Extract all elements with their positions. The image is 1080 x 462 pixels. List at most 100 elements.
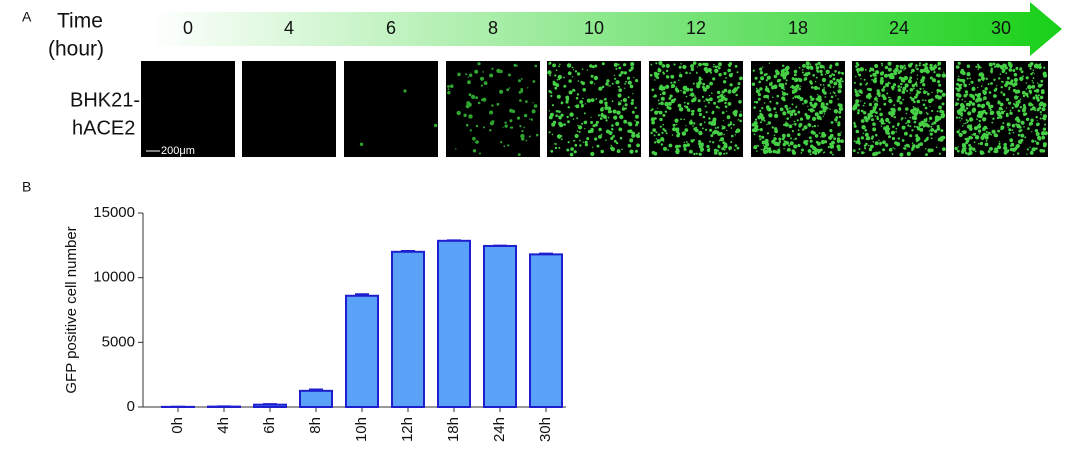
fluorescent-cell xyxy=(655,62,658,65)
fluorescent-cell xyxy=(897,95,902,100)
fluorescent-cell xyxy=(857,142,861,145)
fluorescent-cell xyxy=(1031,80,1034,82)
fluorescent-cell xyxy=(599,99,604,104)
fluorescent-cell xyxy=(469,73,473,77)
fluorescent-cell xyxy=(611,124,614,127)
fluorescent-cell xyxy=(676,133,680,138)
x-tick-label: 0h xyxy=(169,417,186,434)
fluorescent-cell xyxy=(574,143,578,147)
fluorescent-cell xyxy=(963,79,966,82)
fluorescent-cell xyxy=(583,120,588,125)
fluorescent-cell xyxy=(860,91,863,94)
bar xyxy=(483,244,517,408)
fluorescent-cell xyxy=(998,115,1003,119)
fluorescent-cell xyxy=(916,99,921,104)
fluorescent-cell xyxy=(930,127,935,132)
fluorescent-cell xyxy=(698,78,702,81)
fluorescent-cell xyxy=(989,111,994,116)
fluorescent-cell xyxy=(913,112,918,117)
fluorescent-cell xyxy=(990,67,994,71)
fluorescent-cell xyxy=(853,140,856,143)
fluorescent-cell xyxy=(823,133,827,137)
fluorescent-cell xyxy=(1031,131,1033,133)
fluorescent-cell xyxy=(582,97,584,100)
fluorescent-cell xyxy=(1037,82,1039,84)
fluorescent-cell xyxy=(567,120,570,124)
fluorescent-cell xyxy=(766,123,768,126)
fluorescent-cell xyxy=(758,135,762,138)
fluorescent-cell xyxy=(590,98,595,102)
fluorescent-cell xyxy=(1043,66,1046,69)
fluorescent-cell xyxy=(618,88,622,92)
fluorescent-cell xyxy=(727,63,730,66)
fluorescent-cell xyxy=(891,152,893,155)
fluorescent-cell xyxy=(968,117,974,122)
fluorescent-cell xyxy=(685,125,687,127)
fluorescent-cell xyxy=(832,86,835,88)
fluorescent-cell xyxy=(813,85,819,91)
fluorescent-cell xyxy=(998,142,1001,145)
fluorescent-cell xyxy=(590,151,595,157)
fluorescent-cell xyxy=(792,97,795,100)
fluorescent-cell xyxy=(821,117,823,119)
fluorescent-cell xyxy=(799,97,804,101)
fluorescent-cell xyxy=(557,74,562,80)
fluorescent-cell xyxy=(706,144,710,149)
fluorescent-cell xyxy=(1041,135,1046,140)
fluorescent-cell xyxy=(667,149,669,151)
fluorescent-cell xyxy=(480,76,484,81)
fluorescent-cell xyxy=(864,132,869,137)
fluorescent-cell xyxy=(1010,142,1015,147)
fluorescent-cell xyxy=(823,109,825,111)
fluorescent-cell xyxy=(652,128,657,133)
fluorescent-cell xyxy=(857,151,859,154)
fluorescent-cell xyxy=(675,144,679,149)
bar xyxy=(529,253,563,408)
fluorescent-cell xyxy=(735,94,737,96)
fluorescent-cell xyxy=(833,81,838,86)
fluorescent-cell xyxy=(858,148,861,150)
fluorescent-cell xyxy=(837,132,841,137)
fluorescent-cell xyxy=(784,82,788,85)
fluorescent-cell xyxy=(686,141,688,143)
fluorescent-cell xyxy=(967,111,972,116)
fluorescent-cell xyxy=(797,132,801,137)
fluorescent-cell xyxy=(680,89,682,92)
fluorescent-cell xyxy=(457,72,461,77)
fluorescent-cell xyxy=(576,104,580,107)
fluorescent-cell xyxy=(612,134,615,138)
fluorescent-cell xyxy=(929,76,933,80)
fluorescent-cell xyxy=(617,85,621,88)
fluorescent-cell xyxy=(657,107,659,109)
fluorescent-cell xyxy=(916,136,921,141)
fluorescent-cell xyxy=(651,108,654,111)
fluorescent-cell xyxy=(782,142,786,147)
fluorescent-cell xyxy=(723,71,727,76)
fluorescent-cell xyxy=(990,69,993,73)
fluorescent-cell xyxy=(1017,152,1020,155)
fluorescent-cell xyxy=(447,91,451,95)
fluorescent-cell xyxy=(721,127,724,130)
fluorescent-cell xyxy=(863,102,866,105)
fluorescent-cell xyxy=(1008,68,1013,72)
fluorescent-cell xyxy=(909,78,911,81)
fluorescent-cell xyxy=(983,92,987,95)
fluorescent-cell xyxy=(705,98,708,101)
fluorescent-cell xyxy=(521,129,524,133)
fluorescent-cell xyxy=(875,96,877,98)
fluorescent-cell xyxy=(990,108,992,111)
fluorescent-cell xyxy=(450,84,454,88)
fluorescent-cell xyxy=(836,78,840,83)
fluorescent-cell xyxy=(873,101,875,103)
fluorescent-cell xyxy=(891,136,896,141)
fluorescent-cell xyxy=(802,128,805,131)
fluorescent-cell xyxy=(1039,148,1043,153)
fluorescent-cell xyxy=(878,108,882,111)
fluorescent-cell xyxy=(935,146,938,149)
fluorescent-cell xyxy=(963,123,965,125)
fluorescent-cell xyxy=(693,152,696,156)
fluorescent-cell xyxy=(554,146,558,150)
fluorescent-cell xyxy=(702,127,704,130)
fluorescent-cell xyxy=(634,120,636,122)
fluorescent-cell xyxy=(937,61,942,66)
